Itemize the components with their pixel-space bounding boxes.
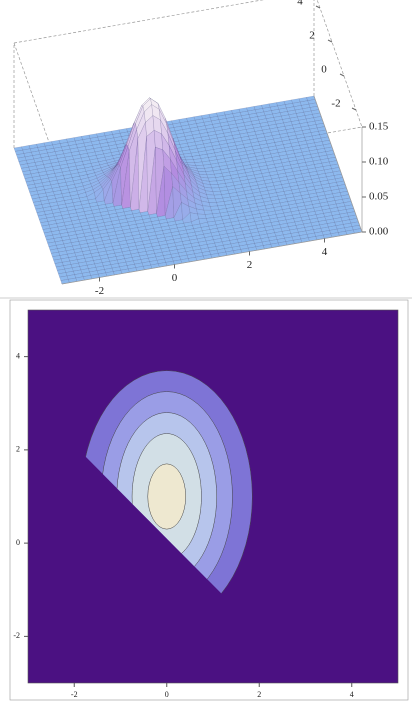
z-tick-label: 0.00 — [369, 226, 389, 238]
x-tick-label: 0 — [172, 272, 178, 284]
x-tick-label: -2 — [71, 690, 78, 699]
x-tick-label: 4 — [322, 246, 328, 258]
y-tick — [351, 107, 357, 111]
x-tick-label: 2 — [247, 259, 253, 271]
y-tick — [315, 5, 321, 9]
surface-patch — [207, 177, 218, 182]
x-tick-label: 2 — [257, 690, 261, 699]
z-tick-label: 0.05 — [369, 191, 389, 203]
surface-patch — [208, 202, 218, 207]
contour-band — [147, 463, 186, 530]
box-edge — [316, 0, 363, 128]
y-tick-label: 2 — [16, 445, 20, 454]
y-tick-label: 0 — [321, 64, 327, 76]
y-tick-label: 4 — [297, 0, 303, 8]
surface — [13, 95, 363, 285]
surface-patch — [209, 180, 219, 185]
surface-patch — [194, 161, 204, 166]
z-tick-label: 0.15 — [369, 121, 389, 133]
y-tick — [339, 73, 345, 77]
y-tick-label: 4 — [16, 351, 20, 360]
box-edge — [61, 231, 363, 285]
surface-patch — [195, 164, 205, 169]
y-tick-label: 0 — [16, 538, 20, 547]
y-tick-label: 2 — [309, 30, 315, 42]
box-edge — [313, 95, 363, 233]
y-tick — [327, 39, 333, 43]
x-tick-label: 4 — [350, 690, 354, 699]
box-edge — [13, 0, 265, 44]
contour-frame — [9, 299, 409, 701]
x-tick-label: 0 — [165, 690, 169, 699]
surface-patch — [196, 168, 206, 172]
surface-patch — [210, 184, 220, 189]
x-tick-label: -2 — [95, 285, 104, 297]
surface-patch — [207, 198, 217, 203]
y-tick-label: -2 — [331, 98, 340, 110]
surface-patch — [211, 187, 221, 192]
y-tick-label: -2 — [13, 631, 20, 640]
surface-patch — [203, 209, 213, 215]
surface-patch — [185, 159, 195, 163]
z-tick-label: 0.10 — [369, 156, 389, 168]
surface-patch — [206, 174, 216, 179]
